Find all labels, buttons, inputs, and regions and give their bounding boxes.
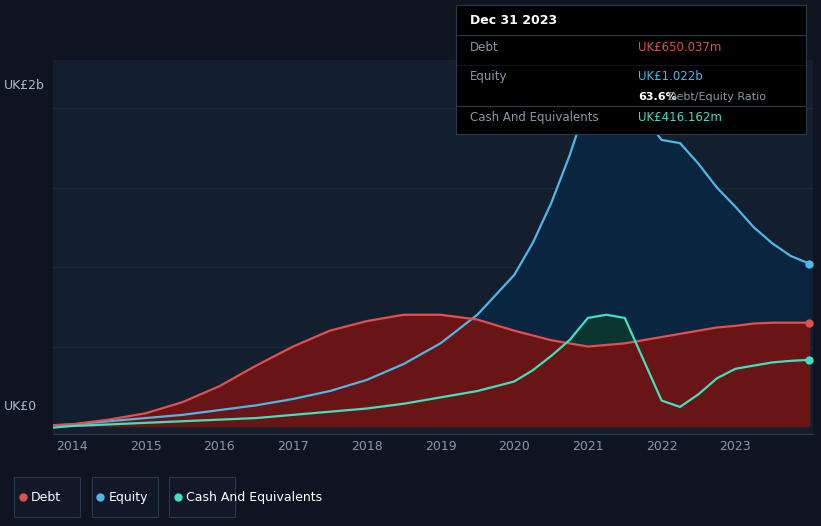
Text: UK£1.022b: UK£1.022b xyxy=(638,69,703,83)
FancyBboxPatch shape xyxy=(169,477,236,517)
Text: Equity: Equity xyxy=(470,69,507,83)
Text: Cash And Equivalents: Cash And Equivalents xyxy=(470,111,599,124)
Text: 63.6%: 63.6% xyxy=(638,92,677,102)
Text: Cash And Equivalents: Cash And Equivalents xyxy=(186,491,323,503)
FancyBboxPatch shape xyxy=(14,477,80,517)
Text: Equity: Equity xyxy=(108,491,149,503)
Text: Debt: Debt xyxy=(31,491,62,503)
Text: Debt/Equity Ratio: Debt/Equity Ratio xyxy=(667,92,766,102)
Text: UK£416.162m: UK£416.162m xyxy=(638,111,722,124)
Text: UK£2b: UK£2b xyxy=(4,79,45,92)
Text: UK£0: UK£0 xyxy=(4,400,37,413)
Text: UK£650.037m: UK£650.037m xyxy=(638,42,722,54)
FancyBboxPatch shape xyxy=(92,477,158,517)
Text: Dec 31 2023: Dec 31 2023 xyxy=(470,14,557,27)
Text: Debt: Debt xyxy=(470,42,498,54)
